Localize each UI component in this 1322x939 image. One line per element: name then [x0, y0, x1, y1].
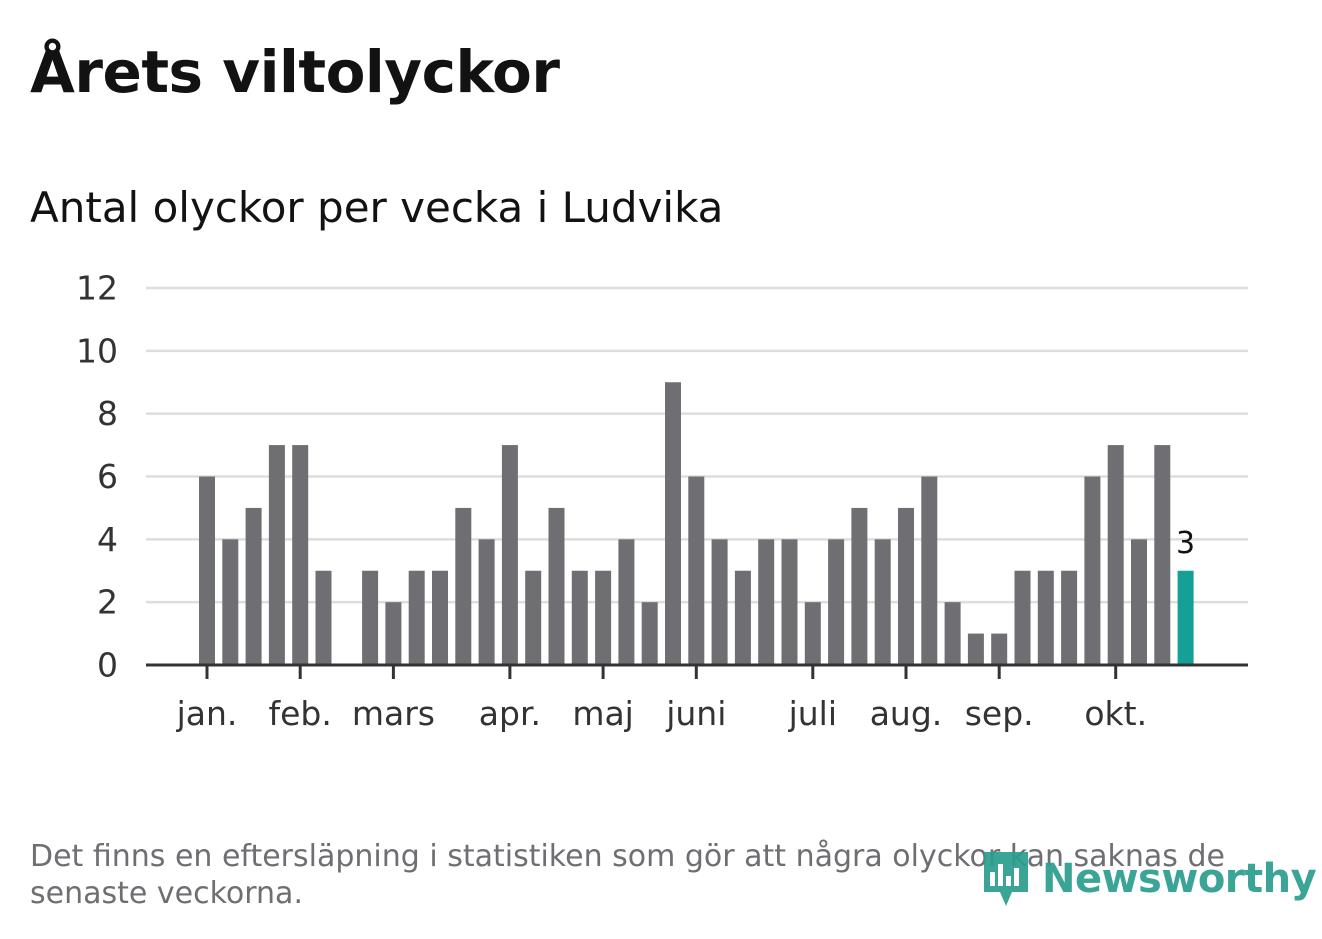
x-tick-label: jan.: [176, 694, 238, 733]
axes: [146, 663, 1248, 679]
y-tick-label: 4: [97, 520, 118, 559]
bar: [478, 539, 495, 665]
bars: [199, 382, 1194, 665]
bar: [1154, 445, 1171, 665]
bar: [898, 507, 914, 665]
labels: 0 2 4 6 8 10 12 3 jan. feb. mars apr. maj juni juli aug…: [76, 269, 1195, 734]
bar: [501, 445, 518, 665]
bar: [828, 539, 845, 665]
y-tick-label: 8: [97, 394, 118, 433]
brand-name: Newsworthy: [1042, 856, 1317, 902]
bar: [641, 602, 658, 665]
bar: [315, 570, 332, 665]
bar: [688, 476, 705, 665]
bar: [944, 602, 961, 665]
x-tick-label: aug.: [870, 694, 943, 733]
x-tick-label: maj: [572, 694, 634, 733]
bar: [665, 382, 681, 665]
bar: [921, 476, 938, 665]
x-tick-label: apr.: [479, 694, 541, 733]
bar-latest-week: [1177, 570, 1194, 665]
x-tick-label: okt.: [1084, 694, 1147, 733]
bar: [711, 539, 728, 665]
bar: [1084, 476, 1101, 665]
bar: [571, 570, 588, 665]
bar: [385, 602, 402, 665]
x-tick-label: juni: [665, 694, 726, 733]
bar: [268, 445, 285, 665]
bar: [525, 570, 542, 665]
y-tick-label: 12: [76, 269, 118, 308]
bar: [362, 570, 379, 665]
chart-subtitle: Antal olyckor per vecka i Ludvika: [30, 183, 724, 232]
bar: [781, 539, 798, 665]
bar: [245, 507, 262, 665]
chart-title: Årets viltolyckor: [30, 38, 560, 106]
bar: [408, 570, 425, 665]
x-tick-label: juli: [788, 694, 837, 733]
bar: [1037, 570, 1054, 665]
bar: [548, 507, 565, 665]
newsworthy-logo-icon: [984, 852, 1028, 906]
bar: [199, 476, 215, 665]
bar: [1014, 570, 1031, 665]
y-tick-label: 6: [97, 457, 118, 496]
y-tick-label: 0: [97, 646, 118, 685]
brand-logo: Newsworthy: [980, 848, 1317, 910]
bar: [1107, 445, 1124, 665]
bar: [991, 633, 1008, 665]
data-label-latest: 3: [1176, 526, 1195, 561]
x-tick-label: sep.: [965, 694, 1034, 733]
y-tick-label: 10: [76, 331, 118, 370]
x-tick-label: mars: [352, 694, 435, 733]
bar: [618, 539, 635, 665]
bar: [851, 507, 868, 665]
bar: [734, 570, 751, 665]
bar: [1131, 539, 1147, 665]
bar: [595, 570, 612, 665]
bar: [455, 507, 472, 665]
bar: [1061, 570, 1078, 665]
bar: [222, 539, 239, 665]
bar: [432, 570, 448, 665]
bar: [292, 445, 309, 665]
bar: [874, 539, 891, 665]
bar: [758, 539, 775, 665]
y-tick-label: 2: [97, 583, 118, 622]
bar: [804, 602, 821, 665]
bar: [967, 633, 984, 665]
x-tick-label: feb.: [269, 694, 332, 733]
bar-chart: 0 2 4 6 8 10 12 3 jan. feb. mars apr. maj juni juli aug…: [76, 269, 1248, 734]
